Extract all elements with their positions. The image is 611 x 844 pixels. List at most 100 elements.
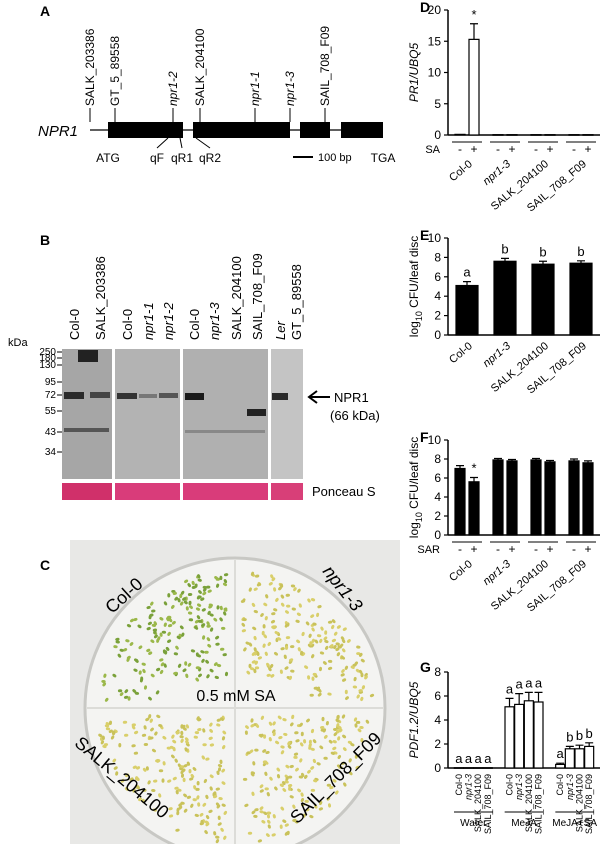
seedling [359, 725, 364, 730]
seedling [250, 724, 255, 728]
bar [582, 462, 594, 536]
seedling [333, 631, 338, 636]
seedling [273, 608, 278, 612]
seedling [209, 728, 213, 733]
error-bar [577, 260, 585, 264]
seedling [198, 590, 202, 594]
seedling [197, 578, 202, 582]
arrow [307, 390, 330, 404]
seedling [185, 606, 189, 611]
x-tick-label: Col-0 [447, 158, 475, 184]
seedling [177, 598, 181, 603]
seedling [311, 654, 315, 659]
seedling [309, 814, 314, 819]
x-tick-label: npr1-3 [481, 158, 514, 188]
seedling [290, 645, 295, 649]
seedling [146, 627, 151, 631]
seedling [329, 644, 334, 648]
seedling [286, 604, 291, 608]
seedling [221, 626, 226, 630]
lane-label: Col-0 [187, 309, 202, 340]
seedling [184, 661, 188, 666]
lane-label: Col-0 [120, 309, 135, 340]
seedling [347, 740, 353, 744]
seedling [176, 810, 180, 816]
seedling [273, 587, 277, 592]
error-bar [508, 458, 516, 461]
seedling [199, 812, 204, 817]
seedling [277, 715, 282, 720]
seedling [301, 802, 306, 807]
y-tick-label: 6 [434, 471, 441, 485]
seedling [275, 597, 279, 602]
seedling [98, 733, 103, 738]
seedling [162, 649, 166, 654]
seedling [168, 807, 173, 811]
seedling [319, 638, 323, 644]
seedling [172, 591, 177, 595]
seedling [161, 630, 167, 634]
group-label: MeJA+SA [552, 818, 597, 829]
seedling [216, 770, 220, 775]
seedling [298, 603, 302, 608]
seedling [347, 639, 351, 643]
seedling [270, 674, 275, 678]
bar [493, 260, 517, 336]
seedling [287, 784, 293, 788]
seedling [312, 739, 317, 744]
seedling [301, 631, 305, 637]
seedling [284, 666, 289, 670]
seedling [357, 728, 362, 733]
seedling [196, 795, 200, 800]
treatment-label: SA [425, 144, 440, 156]
seedling [169, 745, 175, 750]
seedling [222, 745, 226, 750]
seedling [352, 685, 358, 689]
y-tick-label: 4 [434, 490, 441, 504]
seedling [150, 601, 154, 606]
treatment-sign: + [546, 142, 553, 156]
seedling [320, 626, 324, 631]
seedling [224, 671, 229, 677]
gene-name: NPR1 [38, 123, 78, 140]
seedling [250, 571, 255, 576]
lane-label: SALK_204100 [229, 256, 244, 340]
significance-marker: * [471, 461, 476, 476]
bar [568, 134, 580, 136]
seedling [331, 624, 335, 630]
scale-bar-label: 100 bp [318, 152, 352, 164]
bar [492, 134, 504, 136]
seedling [104, 724, 110, 728]
seedling [268, 582, 273, 586]
ponceau-strip [62, 483, 112, 500]
seedling [324, 645, 329, 650]
seedling [221, 781, 226, 785]
seedling [191, 585, 197, 589]
seedling [205, 757, 210, 761]
seedling [244, 730, 248, 735]
seedling [206, 585, 211, 589]
seedling [327, 692, 332, 696]
seedling [279, 669, 283, 674]
seedling [205, 659, 209, 664]
seedling [142, 767, 147, 772]
seedling [274, 652, 278, 656]
seedling [155, 758, 160, 763]
seedling [191, 580, 195, 586]
seedling [297, 588, 301, 593]
seedling [299, 758, 303, 763]
seedling [253, 610, 258, 614]
seedling [163, 601, 168, 606]
seedling [156, 667, 161, 672]
seedling [332, 746, 337, 751]
marker-label: 180 [39, 353, 56, 364]
seedling [197, 603, 202, 607]
seedling [254, 574, 260, 578]
treatment-sign: - [534, 142, 538, 156]
bar [454, 133, 466, 136]
seedling [319, 800, 323, 806]
seedling [301, 772, 305, 777]
seedling [156, 714, 161, 719]
seedling [163, 663, 167, 668]
seedling [182, 777, 186, 783]
